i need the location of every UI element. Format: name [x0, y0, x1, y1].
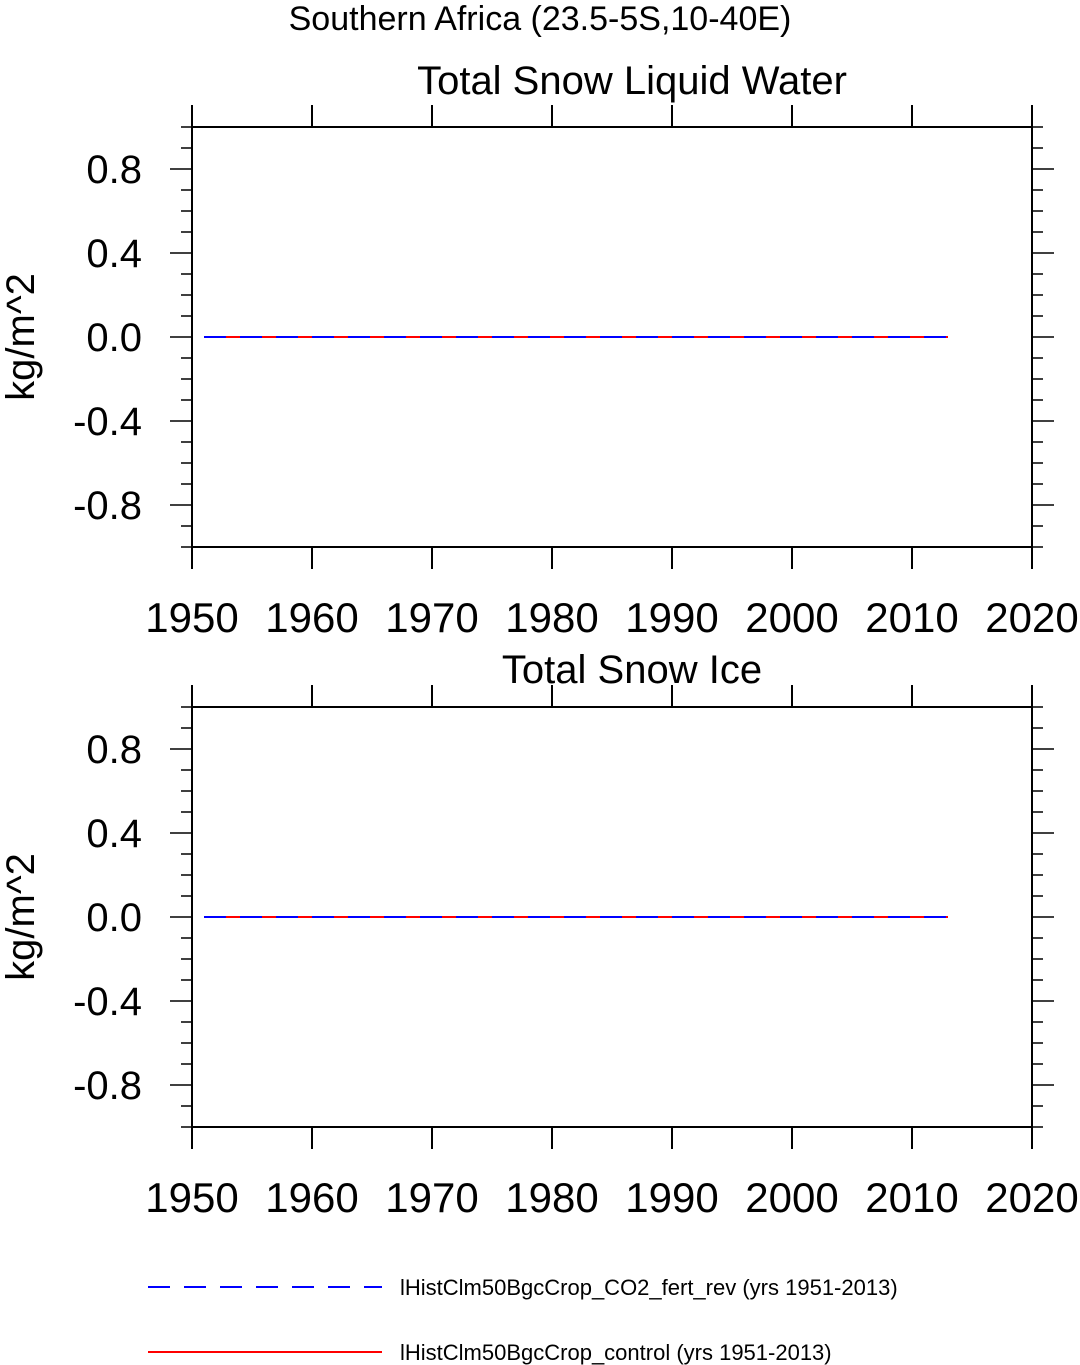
- x-tick-label: 2020: [985, 1174, 1078, 1221]
- y-tick-label: -0.4: [73, 980, 142, 1024]
- figure-title: Southern Africa (23.5-5S,10-40E): [289, 0, 792, 38]
- x-tick-label: 1990: [625, 1174, 718, 1221]
- y-tick-label: -0.8: [73, 484, 142, 528]
- y-axis-label: kg/m^2: [0, 853, 43, 981]
- y-axis-label: kg/m^2: [0, 273, 43, 401]
- chart-panel-1: Total Snow Liquid Water 1950 1960 1970 1980 1…: [0, 59, 1079, 641]
- x-tick-label: 1960: [265, 594, 358, 641]
- y-tick-label: 0.4: [86, 812, 142, 856]
- panel-title: Total Snow Liquid Water: [417, 59, 847, 103]
- x-tick-label: 2000: [745, 594, 838, 641]
- y-tick-label: 0.4: [86, 232, 142, 276]
- x-tick-label: 1980: [505, 594, 598, 641]
- x-tick-label: 1990: [625, 594, 718, 641]
- x-tick-label: 2000: [745, 1174, 838, 1221]
- x-tick-label: 1960: [265, 1174, 358, 1221]
- x-tick-label: 1980: [505, 1174, 598, 1221]
- y-tick-label: 0.8: [86, 728, 142, 772]
- y-tick-label: 0.0: [86, 896, 142, 940]
- x-tick-label: 1970: [385, 1174, 478, 1221]
- x-tick-label: 1950: [145, 594, 238, 641]
- legend-label: lHistClm50BgcCrop_control (yrs 1951-2013…: [400, 1340, 832, 1365]
- x-tick-label: 2010: [865, 594, 958, 641]
- y-tick-label: -0.8: [73, 1064, 142, 1108]
- legend-label: lHistClm50BgcCrop_CO2_fert_rev (yrs 1951…: [400, 1275, 898, 1300]
- legend: lHistClm50BgcCrop_CO2_fert_rev (yrs 1951…: [148, 1275, 898, 1365]
- x-tick-label: 1970: [385, 594, 478, 641]
- chart-panel-2: Total Snow Ice 1950 1960 1970 1980 1990 2000 20…: [0, 648, 1079, 1221]
- y-tick-label: 0.8: [86, 148, 142, 192]
- x-tick-label: 2010: [865, 1174, 958, 1221]
- panel-title: Total Snow Ice: [502, 648, 762, 692]
- y-tick-label: 0.0: [86, 316, 142, 360]
- x-tick-label: 1950: [145, 1174, 238, 1221]
- x-tick-label: 2020: [985, 594, 1078, 641]
- y-tick-label: -0.4: [73, 400, 142, 444]
